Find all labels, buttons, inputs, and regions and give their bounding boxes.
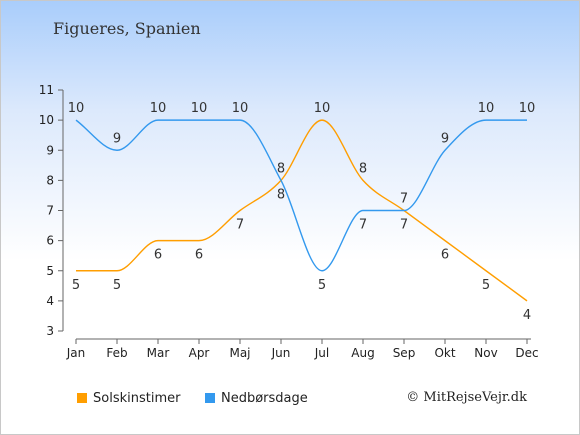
data-label-series-1: 9: [441, 131, 449, 146]
data-label-series-1: 7: [359, 218, 367, 233]
data-label-series-1: 7: [400, 218, 408, 233]
y-tick-label: 11: [39, 83, 54, 97]
data-label-series-1: 10: [68, 101, 85, 116]
data-label-series-0: 8: [277, 161, 285, 176]
x-tick-label: Feb: [106, 346, 127, 360]
data-label-series-0: 6: [441, 248, 449, 263]
data-label-series-0: 6: [154, 248, 162, 263]
x-tick-label: Sep: [393, 346, 416, 360]
legend-label-nedborsdage: Nedbørsdage: [221, 391, 308, 406]
copyright-text: © MitRejseVejr.dk: [406, 390, 527, 405]
x-tick-label: Jan: [66, 346, 86, 360]
y-tick-label: 4: [46, 294, 54, 308]
y-tick-label: 6: [46, 234, 54, 248]
data-label-series-1: 10: [150, 101, 167, 116]
series-line-0: [76, 119, 528, 302]
data-label-series-0: 4: [523, 308, 531, 323]
y-tick-label: 10: [39, 113, 54, 127]
x-tick-label: Dec: [515, 346, 538, 360]
data-label-series-1: 10: [232, 101, 249, 116]
legend-item-nedborsdage: Nedbørsdage: [205, 391, 308, 406]
legend-swatch-nedborsdage: [205, 393, 215, 403]
data-label-series-0: 5: [72, 278, 80, 293]
y-tick-label: 3: [46, 324, 54, 338]
legend-label-solskinstimer: Solskinstimer: [93, 391, 181, 406]
x-tick-label: Maj: [229, 346, 250, 360]
y-tick-label: 7: [46, 204, 54, 218]
data-label-series-0: 7: [236, 218, 244, 233]
data-label-series-1: 10: [519, 101, 536, 116]
legend-item-solskinstimer: Solskinstimer: [77, 391, 180, 406]
legend-swatch-solskinstimer: [77, 393, 87, 403]
x-tick-label: Aug: [351, 346, 374, 360]
x-tick-label: Jul: [314, 346, 329, 360]
data-label-series-0: 10: [314, 101, 331, 116]
data-label-series-0: 5: [482, 278, 490, 293]
series-line-1: [75, 119, 527, 272]
x-tick-label: Apr: [189, 346, 210, 360]
x-tick-label: Mar: [147, 346, 170, 360]
data-label-series-0: 8: [359, 161, 367, 176]
y-tick-label: 9: [46, 143, 54, 157]
data-label-series-0: 5: [113, 278, 121, 293]
data-label-series-1: 8: [277, 187, 285, 202]
data-label-series-1: 10: [191, 101, 208, 116]
data-label-series-1: 9: [113, 131, 121, 146]
data-label-series-1: 10: [478, 101, 495, 116]
x-tick-label: Jun: [271, 346, 291, 360]
y-tick-label: 8: [46, 173, 54, 187]
y-tick-label: 5: [46, 264, 54, 278]
data-label-series-1: 5: [318, 278, 326, 293]
data-label-series-0: 7: [400, 192, 408, 207]
x-tick-label: Okt: [434, 346, 455, 360]
chart-title: Figueres, Spanien: [53, 19, 201, 38]
data-label-series-0: 6: [195, 248, 203, 263]
x-tick-label: Nov: [474, 346, 497, 360]
